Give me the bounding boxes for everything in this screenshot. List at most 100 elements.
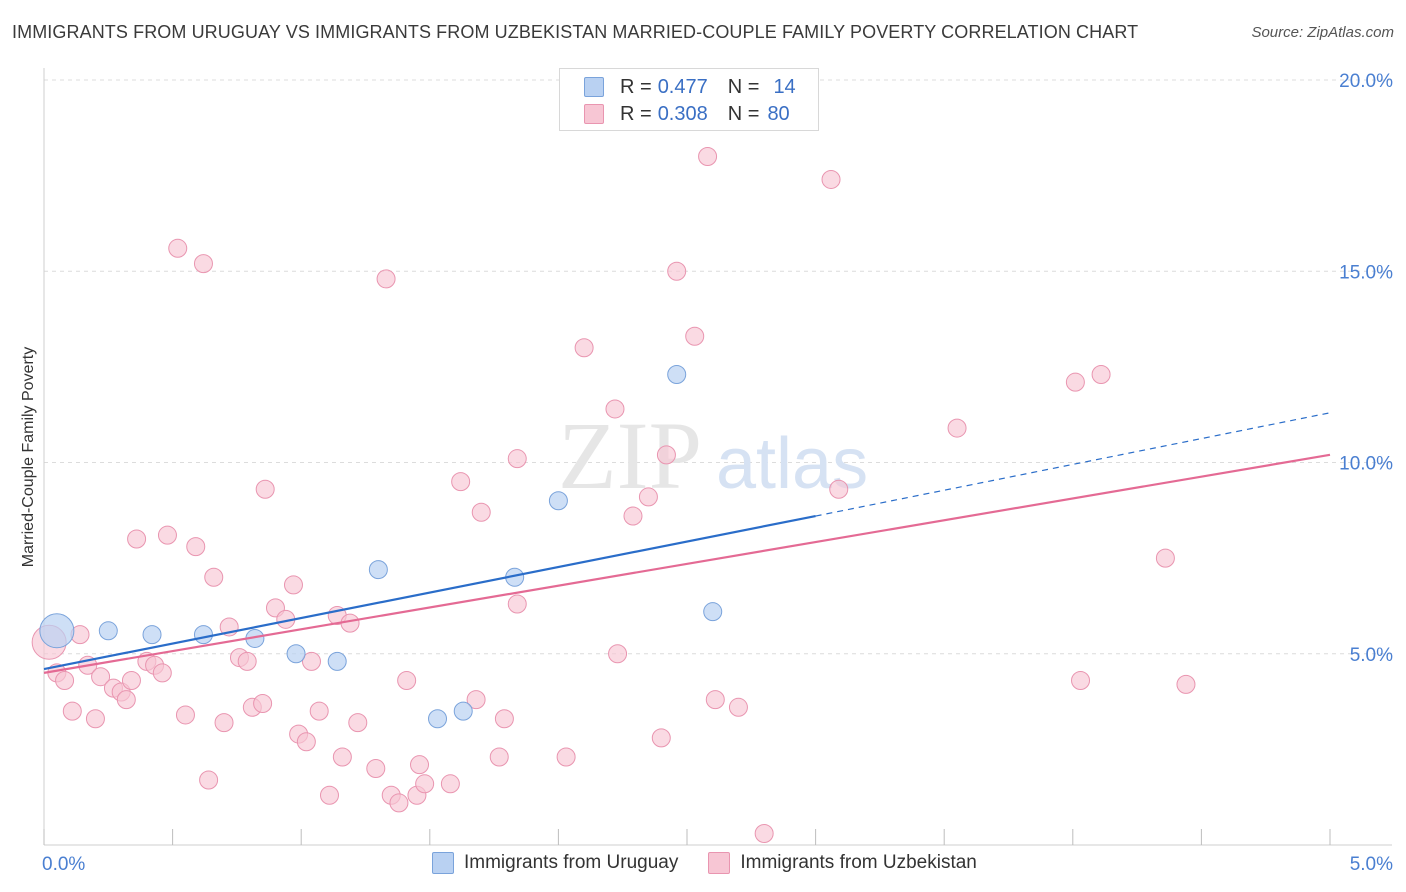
uzbekistan-point xyxy=(556,747,576,767)
uruguay-point xyxy=(548,491,568,511)
uzbekistan-point xyxy=(667,261,687,281)
uruguay-swatch xyxy=(432,852,454,874)
uruguay-point xyxy=(98,621,118,641)
uzbekistan-point xyxy=(638,487,658,507)
uruguay-point xyxy=(703,602,723,622)
uzbekistan-point xyxy=(283,575,303,595)
legend-r-value: 0.477 xyxy=(657,75,708,98)
uruguay-point xyxy=(368,560,388,580)
uzbekistan-swatch xyxy=(708,852,731,874)
uzbekistan-point xyxy=(168,238,188,258)
uruguay-point xyxy=(667,365,687,385)
uzbekistan-point xyxy=(193,254,213,274)
uzbekistan-point xyxy=(91,667,111,687)
uzbekistan-point xyxy=(389,793,409,813)
uzbekistan-point xyxy=(574,338,594,358)
uzbekistan-point xyxy=(348,713,368,733)
uzbekistan-point xyxy=(296,732,316,752)
legend-n-label: N = xyxy=(727,102,760,125)
uzbekistan-point xyxy=(214,713,234,733)
uzbekistan-point xyxy=(204,567,224,587)
uzbekistan-point xyxy=(366,759,386,778)
uzbekistan-point xyxy=(440,774,460,794)
legend-row-uruguay: R = 0.477 N = 14 xyxy=(584,75,796,99)
uzbekistan-swatch xyxy=(584,104,604,124)
correlation-legend: R = 0.477 N = 14 R = 0.308 N = 80 xyxy=(559,68,819,131)
uzbekistan-point xyxy=(255,479,275,499)
uruguay-point xyxy=(327,651,347,671)
uzbekistan-point xyxy=(623,506,643,526)
uruguay-point xyxy=(39,613,75,649)
uzbekistan-point xyxy=(685,326,705,346)
uzbekistan-point xyxy=(1091,365,1111,385)
legend-n-value: 14 xyxy=(773,75,796,98)
uzbekistan-point xyxy=(175,705,195,725)
uruguay-point xyxy=(286,644,306,664)
uzbekistan-point xyxy=(85,709,105,729)
uruguay-swatch xyxy=(584,77,604,97)
uzbekistan-point xyxy=(705,690,725,710)
legend-r-label: R = xyxy=(620,102,652,125)
uruguay-point xyxy=(453,701,473,721)
uzbekistan-point xyxy=(301,651,321,671)
legend-n-value: 80 xyxy=(767,102,790,125)
uzbekistan-point xyxy=(471,502,491,522)
legend-label: Immigrants from Uruguay xyxy=(464,852,679,873)
uzbekistan-point xyxy=(698,147,718,166)
uzbekistan-point xyxy=(507,594,527,614)
uzbekistan-point xyxy=(237,651,257,671)
uzbekistan-point xyxy=(397,671,417,691)
x-tick-label: 5.0% xyxy=(1350,854,1393,875)
series-uzbekistan-points xyxy=(31,147,1196,844)
uzbekistan-point xyxy=(494,709,514,729)
uzbekistan-point xyxy=(199,770,219,790)
uzbekistan-point xyxy=(829,479,849,499)
source-credit: Source: ZipAtlas.com xyxy=(1251,24,1394,41)
uruguay-point xyxy=(193,625,213,645)
uzbekistan-trend-line xyxy=(43,453,1331,674)
uzbekistan-point xyxy=(754,824,774,844)
legend-r-value: 0.308 xyxy=(657,102,708,125)
uzbekistan-point xyxy=(451,472,471,492)
series-legend: Immigrants from Uruguay Immigrants from … xyxy=(432,852,1007,874)
uzbekistan-point xyxy=(947,418,967,438)
uzbekistan-point xyxy=(253,693,273,713)
uzbekistan-point xyxy=(605,399,625,419)
uzbekistan-point xyxy=(152,663,172,683)
uzbekistan-point xyxy=(1176,674,1196,694)
uzbekistan-point xyxy=(415,774,435,794)
uzbekistan-point xyxy=(55,671,75,691)
legend-r-label: R = xyxy=(620,75,652,98)
legend-item-uzbekistan[interactable]: Immigrants from Uzbekistan xyxy=(708,852,977,874)
gridlines xyxy=(44,79,1392,655)
uzbekistan-point xyxy=(1071,671,1091,691)
uzbekistan-point xyxy=(410,755,430,775)
uzbekistan-point xyxy=(489,747,509,767)
tick-labels: 5.0% 10.0% 15.0% 20.0% 0.0% 5.0% xyxy=(42,71,1393,875)
uzbekistan-point xyxy=(62,701,82,721)
uzbekistan-point xyxy=(319,785,339,805)
uzbekistan-point xyxy=(728,697,748,717)
series-uruguay-points xyxy=(39,365,723,729)
legend-row-uzbekistan: R = 0.308 N = 80 xyxy=(584,102,790,126)
uzbekistan-point xyxy=(157,525,177,545)
uruguay-point xyxy=(142,625,162,645)
uzbekistan-point xyxy=(309,701,329,721)
watermark-zip: ZIP xyxy=(558,402,702,509)
uzbekistan-point xyxy=(1065,372,1085,392)
y-tick-label: 5.0% xyxy=(1350,645,1393,666)
uruguay-trend-extension xyxy=(815,412,1331,517)
uzbekistan-point xyxy=(332,747,352,767)
uzbekistan-point xyxy=(116,690,136,710)
axes xyxy=(43,68,1392,846)
uzbekistan-point xyxy=(376,269,396,289)
legend-label: Immigrants from Uzbekistan xyxy=(740,852,977,873)
chart-title: IMMIGRANTS FROM URUGUAY VS IMMIGRANTS FR… xyxy=(12,22,1139,42)
legend-item-uruguay[interactable]: Immigrants from Uruguay xyxy=(432,852,678,874)
uzbekistan-point xyxy=(821,169,841,189)
trend-lines xyxy=(43,412,1331,674)
legend-n-label: N = xyxy=(727,75,760,98)
uzbekistan-point xyxy=(121,671,141,691)
uzbekistan-point xyxy=(1155,548,1175,568)
